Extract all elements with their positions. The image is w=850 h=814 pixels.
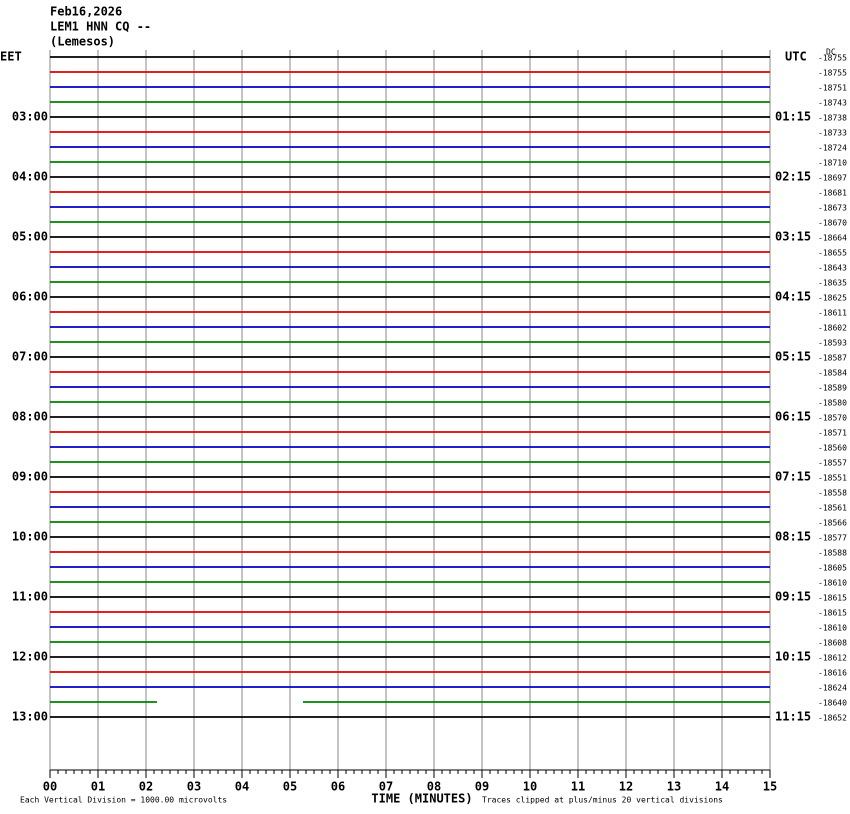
dc-value: -18571 (818, 429, 847, 438)
x-tick-label: 03 (187, 780, 201, 794)
dc-value: -18615 (818, 594, 847, 603)
dc-value: -18588 (818, 549, 847, 558)
dc-value: -18560 (818, 444, 847, 453)
dc-value: -18587 (818, 354, 847, 363)
dc-value: -18615 (818, 609, 847, 618)
dc-value: -18751 (818, 84, 847, 93)
x-tick-label: 06 (331, 780, 345, 794)
x-tick-label: 02 (139, 780, 153, 794)
dc-value: -18635 (818, 279, 847, 288)
clip-note: Traces clipped at plus/minus 20 vertical… (482, 796, 723, 805)
x-tick-label: 08 (427, 780, 441, 794)
dc-value: -18577 (818, 534, 847, 543)
dc-value: -18697 (818, 174, 847, 183)
dc-value: -18561 (818, 504, 847, 513)
left-time-label: 08:00 (12, 410, 48, 424)
dc-value: -18602 (818, 324, 847, 333)
x-tick-label: 09 (475, 780, 489, 794)
date: Feb16,2026 (50, 5, 122, 19)
dc-value: -18640 (818, 699, 847, 708)
right-time-label: 10:15 (775, 650, 811, 664)
x-tick-label: 15 (763, 780, 777, 794)
left-time-label: 09:00 (12, 470, 48, 484)
dc-value: -18625 (818, 294, 847, 303)
left-time-label: 04:00 (12, 170, 48, 184)
right-time-label: 07:15 (775, 470, 811, 484)
location: (Lemesos) (50, 35, 115, 49)
right-time-label: 02:15 (775, 170, 811, 184)
dc-value: -18673 (818, 204, 847, 213)
x-tick-label: 07 (379, 780, 393, 794)
left-time-label: 07:00 (12, 350, 48, 364)
x-tick-label: 11 (571, 780, 585, 794)
x-tick-label: 01 (91, 780, 105, 794)
right-time-label: 01:15 (775, 110, 811, 124)
dc-value: -18589 (818, 384, 847, 393)
right-time-label: 06:15 (775, 410, 811, 424)
dc-value: -18558 (818, 489, 847, 498)
dc-value: -18557 (818, 459, 847, 468)
dc-value: -18743 (818, 99, 847, 108)
x-tick-label: 13 (667, 780, 681, 794)
right-axis-title: UTC (785, 50, 807, 64)
dc-value: -18710 (818, 159, 847, 168)
dc-value: -18584 (818, 369, 847, 378)
dc-value: -18605 (818, 564, 847, 573)
scale-note: Each Vertical Division = 1000.00 microvo… (20, 796, 227, 805)
dc-value: -18670 (818, 219, 847, 228)
x-tick-label: 04 (235, 780, 249, 794)
dc-value: -18755 (818, 69, 847, 78)
left-time-label: 06:00 (12, 290, 48, 304)
dc-value: -18593 (818, 339, 847, 348)
dc-value: -18738 (818, 114, 847, 123)
right-time-label: 03:15 (775, 230, 811, 244)
dc-value: -18755 (818, 54, 847, 63)
dc-value: -18580 (818, 399, 847, 408)
station: LEM1 HNN CQ -- (50, 20, 151, 34)
dc-value: -18612 (818, 654, 847, 663)
x-tick-label: 12 (619, 780, 633, 794)
x-axis-title: TIME (MINUTES) (371, 792, 472, 806)
dc-value: -18652 (818, 714, 847, 723)
dc-value: -18643 (818, 264, 847, 273)
right-time-label: 09:15 (775, 590, 811, 604)
right-time-label: 04:15 (775, 290, 811, 304)
x-tick-label: 10 (523, 780, 537, 794)
x-tick-label: 00 (43, 780, 57, 794)
dc-value: -18681 (818, 189, 847, 198)
dc-value: -18624 (818, 684, 847, 693)
dc-value: -18724 (818, 144, 847, 153)
dc-title: DC (826, 48, 836, 57)
right-time-label: 08:15 (775, 530, 811, 544)
dc-value: -18664 (818, 234, 847, 243)
left-time-label: 03:00 (12, 110, 48, 124)
dc-value: -18655 (818, 249, 847, 258)
dc-value: -18610 (818, 579, 847, 588)
dc-value: -18733 (818, 129, 847, 138)
right-time-label: 11:15 (775, 710, 811, 724)
left-time-label: 13:00 (12, 710, 48, 724)
dc-value: -18566 (818, 519, 847, 528)
left-time-label: 11:00 (12, 590, 48, 604)
dc-value: -18570 (818, 414, 847, 423)
x-tick-label: 05 (283, 780, 297, 794)
right-time-label: 05:15 (775, 350, 811, 364)
dc-value: -18616 (818, 669, 847, 678)
dc-value: -18611 (818, 309, 847, 318)
x-tick-label: 14 (715, 780, 729, 794)
dc-value: -18608 (818, 639, 847, 648)
left-time-label: 12:00 (12, 650, 48, 664)
dc-value: -18551 (818, 474, 847, 483)
left-time-label: 10:00 (12, 530, 48, 544)
left-time-label: 05:00 (12, 230, 48, 244)
dc-value: -18610 (818, 624, 847, 633)
left-axis-title: EET (0, 50, 22, 64)
